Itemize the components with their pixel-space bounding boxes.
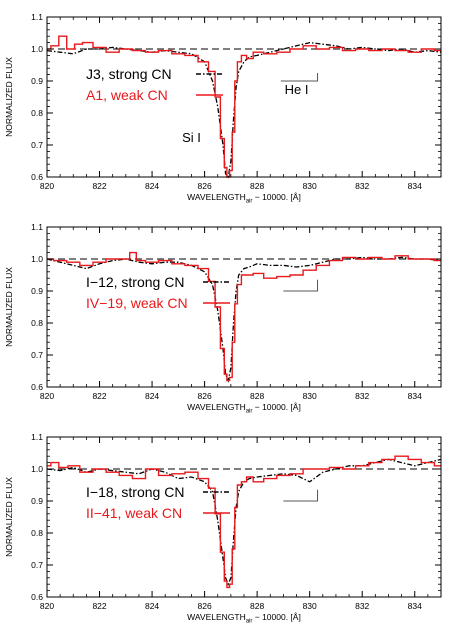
y-axis-label: NORMALIZED FLUX	[4, 477, 14, 557]
x-tick-label: 834	[408, 601, 422, 611]
legend-label-weak: IV−19, weak CN	[86, 295, 188, 311]
legend-label-strong: I−18, strong CN	[86, 484, 184, 500]
x-tick-label: 824	[145, 181, 159, 191]
series-line-strong	[46, 256, 442, 383]
x-tick-label: 828	[250, 391, 264, 401]
y-tick-label: 0.8	[31, 318, 43, 328]
y-tick-label: 0.6	[31, 592, 43, 602]
y-tick-label: 0.9	[31, 76, 43, 86]
x-tick-label: 830	[303, 181, 317, 191]
x-tick-label: 832	[355, 391, 369, 401]
legend-label-weak: II−41, weak CN	[86, 505, 182, 521]
x-axis-label-main: WAVELENGTH	[187, 192, 246, 202]
x-tick-label: 834	[408, 181, 422, 191]
x-tick-label: 828	[250, 601, 264, 611]
x-tick-label: 830	[303, 391, 317, 401]
y-tick-label: 1.1	[31, 432, 43, 442]
x-tick-label: 830	[303, 601, 317, 611]
y-tick-label: 1.0	[31, 464, 43, 474]
y-tick-label: 1.1	[31, 12, 43, 22]
x-axis-label-main: WAVELENGTH	[187, 612, 246, 622]
y-tick-label: 0.8	[31, 528, 43, 538]
x-axis-label-suffix: − 10000. [Å]	[252, 612, 300, 622]
y-axis-label: NORMALIZED FLUX	[4, 57, 14, 137]
y-tick-label: 0.7	[31, 140, 43, 150]
series-line-weak	[47, 251, 441, 382]
he-line-marker	[283, 279, 319, 292]
legend-label-weak: A1, weak CN	[86, 87, 168, 103]
y-tick-label: 0.8	[31, 108, 43, 118]
x-axis-label-sub: air	[246, 199, 253, 205]
panel-1: 820 822 824 826 828 830 832 834 0.6 0.7 0.8 0.9 1.0 1…	[4, 12, 442, 205]
x-tick-label: 826	[198, 391, 212, 401]
x-tick-label: 824	[145, 391, 159, 401]
x-axis-label-suffix: − 10000. [Å]	[252, 192, 300, 202]
y-tick-label: 0.7	[31, 560, 43, 570]
x-tick-label: 826	[198, 601, 212, 611]
he-line-marker	[280, 73, 319, 82]
y-tick-label: 1.0	[31, 44, 43, 54]
he-line-marker	[283, 489, 319, 502]
annotation-label: Si I	[182, 130, 201, 145]
x-axis-label-sub: air	[246, 409, 253, 415]
legend-label-strong: J3, strong CN	[86, 66, 172, 82]
series-line-strong	[46, 458, 442, 586]
x-axis-label-main: WAVELENGTH	[187, 402, 246, 412]
x-axis-label-sub: air	[246, 619, 253, 625]
x-tick-label: 822	[92, 391, 106, 401]
series-line-weak	[47, 455, 441, 589]
y-tick-label: 0.9	[31, 286, 43, 296]
x-tick-label: 832	[355, 181, 369, 191]
y-axis-label: NORMALIZED FLUX	[4, 267, 14, 347]
x-tick-label: 824	[145, 601, 159, 611]
x-axis-label: WAVELENGTHair − 10000. [Å]	[187, 612, 301, 625]
panel-3: 820 822 824 826 828 830 832 834 0.6 0.7 0.8 0.9 1.0 1…	[4, 432, 442, 625]
panel-2: 820 822 824 826 828 830 832 834 0.6 0.7 0.8 0.9 1.0 1…	[4, 222, 442, 415]
x-tick-label: 834	[408, 391, 422, 401]
y-tick-label: 0.6	[31, 172, 43, 182]
x-axis-label: WAVELENGTHair − 10000. [Å]	[187, 402, 301, 415]
y-tick-label: 1.1	[31, 222, 43, 232]
x-axis-label-suffix: − 10000. [Å]	[252, 402, 300, 412]
legend-label-strong: I−12, strong CN	[86, 274, 184, 290]
x-tick-label: 832	[355, 601, 369, 611]
x-tick-label: 820	[40, 601, 54, 611]
y-tick-label: 1.0	[31, 254, 43, 264]
series-line-weak	[47, 35, 441, 178]
series-line-strong	[46, 41, 442, 179]
x-tick-label: 822	[92, 181, 106, 191]
annotation-label: He I	[285, 82, 309, 97]
y-tick-label: 0.7	[31, 350, 43, 360]
x-tick-label: 828	[250, 181, 264, 191]
y-tick-label: 0.9	[31, 496, 43, 506]
x-tick-label: 820	[40, 391, 54, 401]
y-tick-label: 0.6	[31, 382, 43, 392]
x-tick-label: 826	[198, 181, 212, 191]
x-tick-label: 820	[40, 181, 54, 191]
x-axis-label: WAVELENGTHair − 10000. [Å]	[187, 192, 301, 205]
x-tick-label: 822	[92, 601, 106, 611]
